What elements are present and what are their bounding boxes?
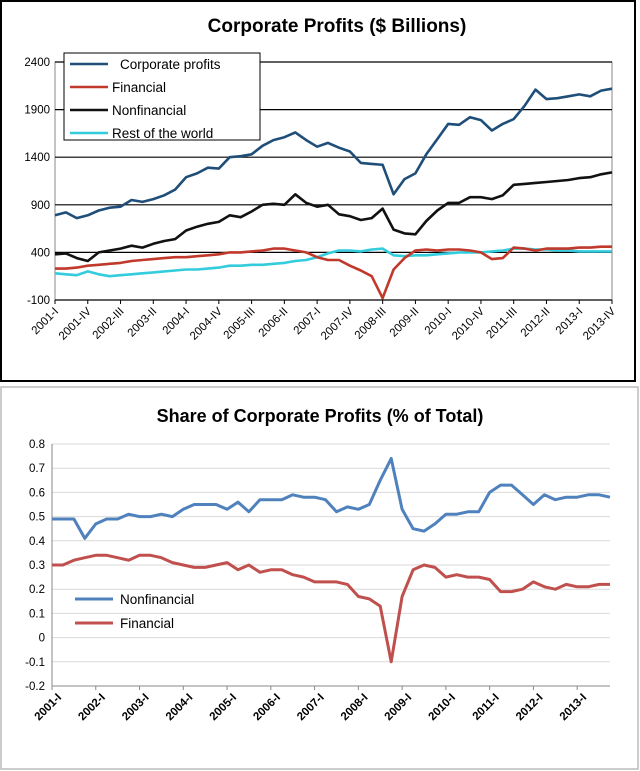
y-tick-label: 0.3	[29, 560, 45, 572]
y-tick-label: 400	[31, 247, 50, 259]
legend-label: Nonfinancial	[112, 103, 186, 118]
legend-label: Financial	[120, 616, 174, 631]
chart-frame	[0, 386, 639, 770]
y-tick-label: 1900	[24, 105, 50, 117]
y-tick-label: -0.1	[25, 657, 45, 669]
y-tick-label: 900	[31, 200, 50, 212]
legend-label: Corporate profits	[120, 57, 221, 72]
y-tick-label: 0.4	[29, 536, 46, 548]
y-tick-label: 0.6	[29, 487, 45, 499]
corporate-profits-chart: Corporate Profits ($ Billions) 2400 1900 14…	[0, 0, 636, 382]
chart-title: Share of Corporate Profits (% of Total)	[157, 406, 484, 426]
y-tick-label: 0.8	[29, 439, 45, 451]
y-tick-label: 0.2	[29, 584, 45, 596]
series-line-nonfinancial	[54, 171, 613, 263]
legend-label: Rest of the world	[112, 126, 213, 141]
y-tick-label: 0	[39, 633, 45, 645]
legend-label: Financial	[112, 80, 166, 95]
y-tick-label: 0.7	[29, 463, 45, 475]
legend-box	[63, 52, 261, 141]
y-tick-label: 0.1	[29, 608, 45, 620]
chart-title: Corporate Profits ($ Billions)	[208, 16, 467, 37]
y-tick-label: -0.2	[25, 681, 45, 693]
legend-label: Nonfinancial	[120, 592, 194, 607]
series-line-financial	[52, 553, 610, 664]
y-tick-label: 1400	[24, 152, 50, 164]
y-tick-label: 0.5	[29, 512, 45, 524]
share-of-profits-chart: Share of Corporate Profits (% of Total) 0…	[0, 386, 639, 770]
y-tick-label: 2400	[24, 57, 50, 69]
y-tick-label: -100	[27, 295, 50, 307]
series-line-financial	[55, 245, 612, 300]
series-line-corporate-profits	[54, 87, 613, 220]
series-line-nonfinancial	[52, 457, 611, 540]
